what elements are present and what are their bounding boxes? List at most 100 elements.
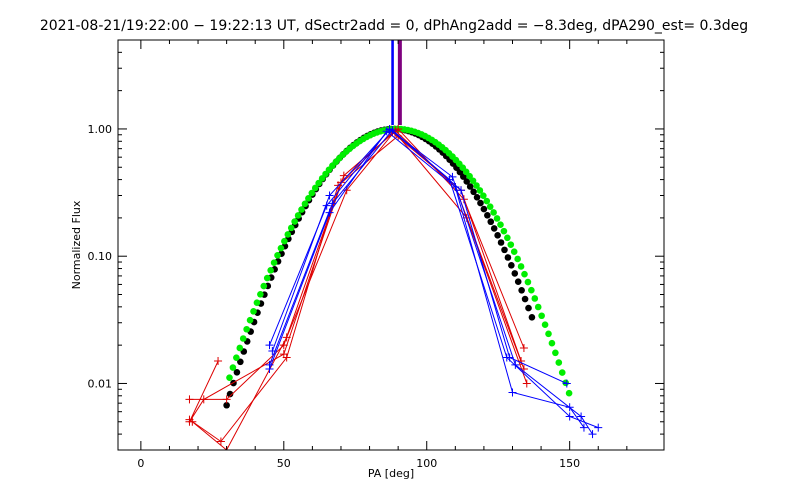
series-5-marker [508, 388, 517, 397]
plot-content [185, 40, 603, 450]
fit-curve-1-point [253, 299, 261, 307]
fit-curve-0-point [487, 218, 495, 226]
series-7-marker [325, 191, 334, 200]
series-4-marker [594, 423, 603, 432]
series-0-marker [214, 357, 223, 366]
fit-curve-1-point [263, 274, 271, 282]
fit-curve-1-point [480, 192, 487, 199]
fit-curve-1-point [229, 364, 237, 371]
fit-curve-1-point [294, 212, 302, 219]
series-6-marker [265, 360, 274, 369]
fit-curve-1-point [274, 252, 281, 259]
fit-curve-1-point [267, 266, 274, 274]
series-2-marker [282, 353, 291, 362]
fit-curve-0-point [504, 254, 512, 261]
fit-curve-1-point [233, 354, 240, 361]
x-tick-label: 150 [559, 457, 580, 470]
series-4-marker [265, 341, 274, 350]
plot-area [185, 40, 603, 450]
fit-curve-1-point [281, 237, 288, 245]
series-2-line [189, 135, 528, 443]
series-2-marker [216, 437, 225, 446]
fit-curve-1-point [469, 177, 477, 185]
fit-curve-1-point [528, 286, 535, 294]
fit-curve-0-point [470, 188, 477, 196]
fit-curve-0-point [233, 368, 241, 376]
series-6-marker [328, 199, 337, 208]
fit-curve-0-point [521, 295, 529, 303]
series-1-marker [185, 395, 194, 404]
fit-curve-1-point [538, 312, 545, 320]
fit-curve-0-point [460, 173, 467, 180]
fit-curve-1-point [243, 325, 250, 333]
fit-curve-1-point [298, 206, 305, 213]
fit-curve-0-point [511, 270, 519, 277]
fit-curve-1-point [291, 218, 298, 225]
fit-curve-1-point [555, 359, 563, 366]
series-6-marker [457, 186, 466, 195]
fit-curve-1-point [507, 241, 515, 248]
fit-curve-1-point [318, 175, 326, 182]
fit-curve-0-point [463, 178, 471, 185]
fit-curve-1-point [490, 209, 497, 216]
series-6-marker [505, 353, 514, 362]
y-tick-label: 1.00 [88, 123, 113, 136]
fit-curve-0-point [484, 211, 491, 219]
fit-curve-1-point [545, 330, 552, 338]
series-7-marker [268, 346, 277, 355]
fit-curve-0-point [473, 194, 481, 201]
fit-curve-1-point [236, 344, 244, 352]
fit-curve-0-point [525, 304, 532, 312]
fit-curve-1-point [483, 197, 491, 205]
fit-curve-1-point [548, 339, 556, 347]
fit-curve-1-point [524, 278, 532, 286]
fit-curve-1-point [521, 270, 528, 278]
series-0-marker [339, 171, 348, 180]
x-axis-label: PA [deg] [368, 467, 414, 480]
fit-curve-1-point [287, 224, 295, 232]
series-4-marker [565, 412, 574, 421]
fit-curve-1-point [250, 308, 257, 315]
fit-curve-1-point [486, 203, 494, 210]
series-7-marker [588, 430, 597, 439]
fit-curve-1-point [552, 349, 559, 357]
x-tick-label: 50 [277, 457, 291, 470]
fit-curve-1-point [270, 259, 278, 266]
fit-curve-0-point [466, 183, 474, 190]
fit-curve-1-point [541, 321, 549, 328]
fit-curve-0-point [494, 232, 501, 239]
fit-curve-1-point [565, 389, 573, 397]
plot-frame [117, 39, 665, 451]
series-1-marker [222, 395, 231, 404]
fit-curve-1-point [305, 195, 312, 202]
fit-curve-1-point [476, 187, 484, 194]
series-3-marker [188, 417, 197, 426]
fit-curve-0-point [518, 286, 525, 294]
y-tick-label: 0.01 [88, 377, 113, 390]
x-tick-label: 0 [137, 457, 144, 470]
fit-curve-1-point [257, 290, 264, 298]
fit-curve-1-point [260, 282, 268, 290]
series-7-marker [385, 125, 394, 134]
series-6-marker [562, 379, 571, 388]
fit-curve-1-point [531, 295, 539, 302]
series-5-line [269, 130, 585, 428]
fit-curve-0-point [477, 199, 484, 207]
series-7-line [271, 128, 593, 435]
fit-curve-1-point [510, 248, 518, 256]
fit-curve-1-point [504, 234, 511, 242]
fit-curve-1-point [301, 200, 309, 208]
series-7-marker [511, 360, 520, 369]
fit-curve-1-point [315, 179, 322, 187]
y-axis-label: Normalized Flux [70, 200, 83, 289]
fit-curve-1-point [246, 316, 254, 324]
fit-curve-1-point [466, 172, 473, 180]
fit-curve-0-point [480, 205, 488, 213]
fit-curve-0-point [501, 246, 508, 254]
fit-curve-1-point [308, 189, 316, 197]
fit-curve-1-point [311, 184, 319, 192]
series-2-marker [522, 379, 531, 388]
fit-curve-1-point [517, 263, 525, 270]
series-5-marker [579, 423, 588, 432]
